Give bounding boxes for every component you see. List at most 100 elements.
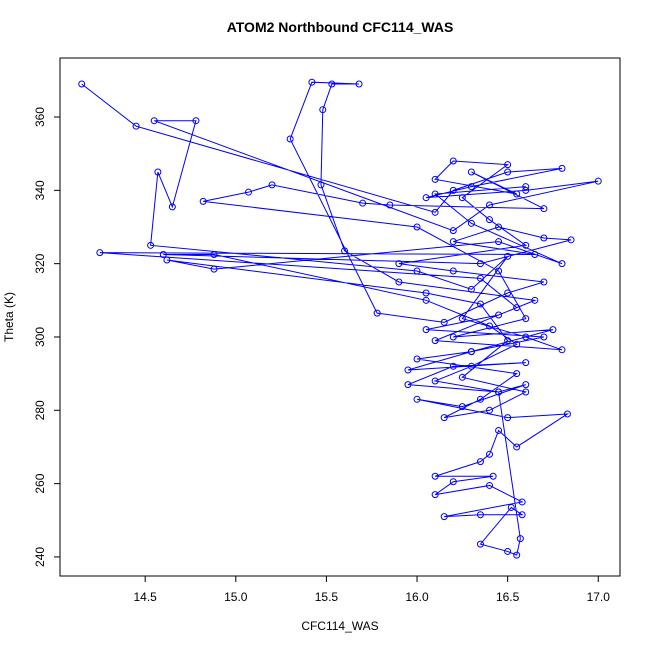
data-point bbox=[467, 219, 475, 227]
data-point bbox=[495, 267, 503, 275]
data-point bbox=[431, 208, 439, 216]
data-point bbox=[168, 203, 176, 211]
data-point bbox=[540, 333, 548, 341]
data-point bbox=[449, 157, 457, 165]
data-point bbox=[192, 117, 200, 125]
y-tick-label: 320 bbox=[33, 253, 47, 273]
data-point bbox=[150, 117, 158, 125]
data-point bbox=[395, 260, 403, 268]
data-point bbox=[486, 481, 494, 489]
data-point bbox=[440, 414, 448, 422]
data-point bbox=[486, 322, 494, 330]
data-point bbox=[504, 414, 512, 422]
data-point bbox=[449, 238, 457, 246]
data-point bbox=[244, 188, 252, 196]
data-point bbox=[210, 250, 218, 258]
data-point bbox=[422, 194, 430, 202]
data-point bbox=[522, 241, 530, 249]
data-point bbox=[540, 234, 548, 242]
data-point bbox=[507, 503, 515, 511]
data-point bbox=[440, 513, 448, 521]
data-point bbox=[359, 199, 367, 207]
data-point bbox=[467, 183, 475, 191]
y-tick-label: 340 bbox=[33, 180, 47, 200]
data-point bbox=[317, 181, 325, 189]
data-point bbox=[413, 355, 421, 363]
data-point bbox=[449, 186, 457, 194]
data-point bbox=[594, 177, 602, 185]
data-point bbox=[563, 410, 571, 418]
data-point bbox=[495, 388, 503, 396]
x-tick-label: 17.0 bbox=[587, 590, 611, 604]
data-point bbox=[486, 406, 494, 414]
data-point bbox=[154, 168, 162, 176]
data-point bbox=[567, 236, 575, 244]
data-point bbox=[159, 250, 167, 258]
data-point bbox=[422, 296, 430, 304]
data-point bbox=[132, 122, 140, 130]
data-point bbox=[431, 377, 439, 385]
data-point bbox=[449, 362, 457, 370]
data-point bbox=[467, 362, 475, 370]
data-point bbox=[147, 241, 155, 249]
y-tick-label: 280 bbox=[33, 400, 47, 420]
data-point bbox=[540, 205, 548, 213]
data-point bbox=[268, 181, 276, 189]
y-tick-label: 300 bbox=[33, 327, 47, 347]
data-point bbox=[413, 267, 421, 275]
data-point bbox=[495, 238, 503, 246]
data-point bbox=[522, 333, 530, 341]
data-point bbox=[328, 80, 336, 88]
data-point bbox=[522, 388, 530, 396]
data-point bbox=[495, 223, 503, 231]
data-point bbox=[467, 285, 475, 293]
data-point bbox=[78, 80, 86, 88]
data-point bbox=[431, 175, 439, 183]
data-point bbox=[558, 260, 566, 268]
data-point bbox=[476, 300, 484, 308]
data-point bbox=[476, 260, 484, 268]
data-point bbox=[210, 265, 218, 273]
data-point bbox=[513, 340, 521, 348]
y-tick-label: 240 bbox=[33, 547, 47, 567]
data-point bbox=[404, 366, 412, 374]
data-point bbox=[495, 311, 503, 319]
data-point bbox=[486, 216, 494, 224]
y-tick-label: 260 bbox=[33, 473, 47, 493]
y-axis-label: Theta (K) bbox=[2, 292, 16, 342]
data-point bbox=[422, 326, 430, 334]
data-point bbox=[513, 190, 521, 198]
data-point bbox=[486, 201, 494, 209]
data-point bbox=[513, 304, 521, 312]
data-point bbox=[518, 511, 526, 519]
x-tick-label: 14.5 bbox=[133, 590, 157, 604]
data-point bbox=[422, 289, 430, 297]
data-point bbox=[286, 135, 294, 143]
data-point bbox=[458, 315, 466, 323]
data-point bbox=[522, 183, 530, 191]
data-point bbox=[489, 472, 497, 480]
data-point bbox=[522, 186, 530, 194]
data-point bbox=[516, 535, 524, 543]
data-point bbox=[531, 296, 539, 304]
data-point bbox=[308, 78, 316, 86]
x-tick-label: 16.0 bbox=[405, 590, 429, 604]
data-point bbox=[476, 274, 484, 282]
data-point bbox=[467, 168, 475, 176]
data-point bbox=[513, 551, 521, 559]
data-point bbox=[395, 278, 403, 286]
data-point bbox=[404, 381, 412, 389]
data-point bbox=[476, 458, 484, 466]
data-point bbox=[355, 80, 363, 88]
x-axis-label: CFC114_WAS bbox=[301, 619, 378, 633]
data-point bbox=[431, 190, 439, 198]
data-point bbox=[518, 498, 526, 506]
data-point bbox=[495, 426, 503, 434]
data-point bbox=[476, 540, 484, 548]
data-point bbox=[522, 381, 530, 389]
data-point bbox=[504, 547, 512, 555]
data-point bbox=[476, 395, 484, 403]
data-point bbox=[458, 194, 466, 202]
